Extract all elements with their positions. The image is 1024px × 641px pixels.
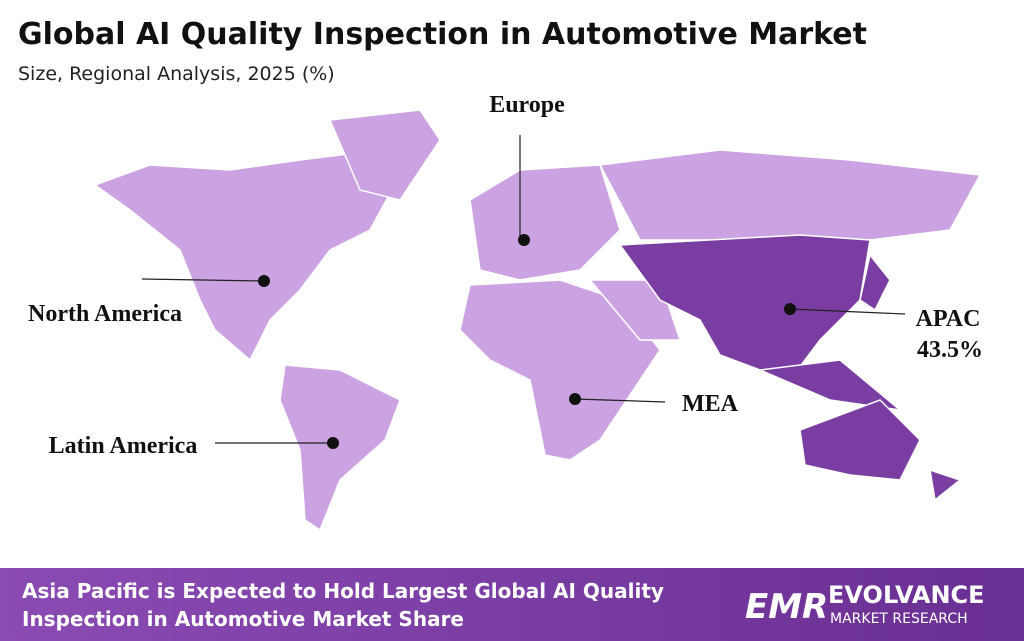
region-markers <box>141 135 906 449</box>
region-share: 43.5% <box>917 337 983 363</box>
logo-name: EVOLVANCE <box>828 581 985 609</box>
title: Global AI Quality Inspection in Automoti… <box>18 17 867 52</box>
region-label: APAC <box>916 306 981 332</box>
logo-mark: EMR <box>745 587 828 627</box>
world-map <box>93 109 982 532</box>
region-label: Europe <box>489 92 565 118</box>
logo-tagline: MARKET RESEARCH <box>830 611 968 627</box>
region-label: Latin America <box>49 433 198 459</box>
subtitle: Size, Regional Analysis, 2025 (%) <box>18 63 335 85</box>
footer-text: Asia Pacific is Expected to Hold Largest… <box>22 579 664 603</box>
footer-band <box>0 568 1024 641</box>
footer-text: Inspection in Automotive Market Share <box>22 607 464 631</box>
region-label: MEA <box>682 391 739 417</box>
region-label: North America <box>28 301 182 327</box>
